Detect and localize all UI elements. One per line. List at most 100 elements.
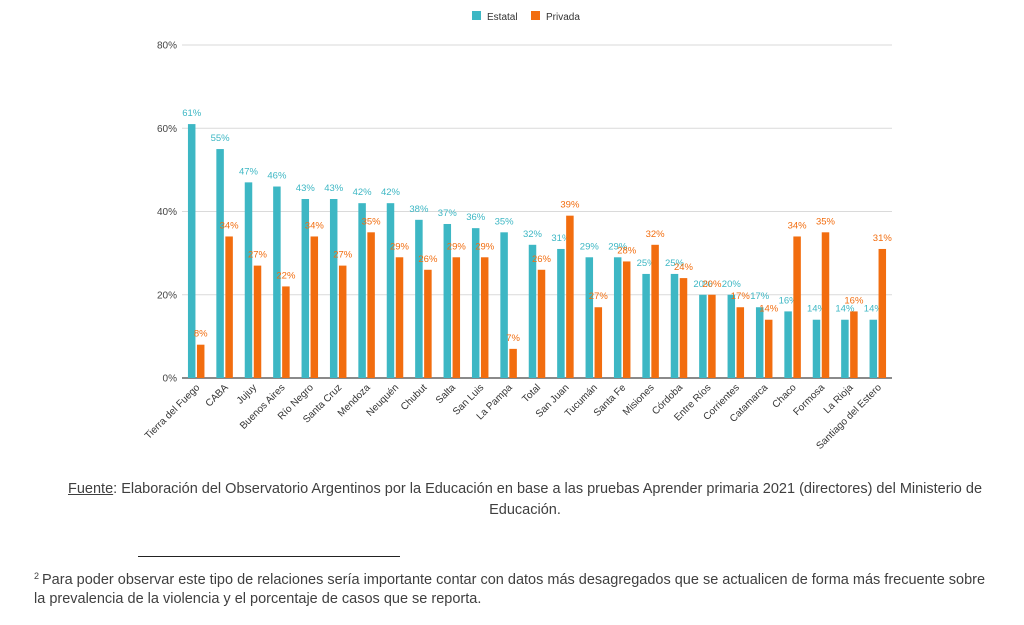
bar: [699, 294, 707, 378]
bar: [424, 269, 432, 378]
data-label: 46%: [267, 171, 287, 182]
x-tick-label: CABA: [204, 382, 231, 409]
bar: [651, 244, 659, 378]
bar: [642, 273, 650, 378]
x-tick-label: Tierra del Fuego: [143, 382, 203, 442]
data-label: 25%: [665, 258, 685, 269]
data-label: 31%: [873, 233, 893, 244]
data-label: 26%: [418, 254, 438, 265]
bar: [784, 311, 792, 378]
x-tick-label: Total: [520, 382, 543, 405]
data-label: 20%: [702, 279, 722, 290]
source-text: : Elaboración del Observatorio Argentino…: [113, 481, 983, 518]
data-label: 38%: [409, 204, 429, 215]
data-label: 32%: [523, 229, 543, 240]
bar: [528, 244, 537, 378]
x-tick-label: Misiones: [621, 382, 657, 418]
bar: [869, 319, 878, 378]
data-label: 17%: [750, 291, 770, 302]
bar: [727, 294, 736, 378]
data-label: 43%: [296, 183, 316, 194]
bar: [329, 199, 338, 378]
data-label: 34%: [788, 220, 808, 231]
bar: [679, 278, 688, 378]
bar-chart: 0% 20% 40% 60% 80% Estatal Privada 61% 8% Tierra …: [143, 11, 893, 452]
data-label: 32%: [646, 229, 666, 240]
data-label: 29%: [475, 241, 495, 252]
data-label: 35%: [362, 216, 382, 227]
x-tick-label: Jujuy: [235, 382, 259, 406]
bar: [841, 319, 849, 378]
data-label: 14%: [759, 304, 779, 315]
bar: [310, 236, 319, 378]
bar: [395, 257, 404, 378]
bar: [594, 307, 603, 378]
data-label: 35%: [495, 216, 515, 227]
legend-label: Estatal: [487, 12, 518, 23]
data-label: 27%: [333, 250, 353, 261]
data-label: 29%: [580, 241, 600, 252]
bar: [850, 311, 858, 378]
bar: [566, 215, 574, 378]
bar: [613, 257, 622, 378]
bar: [282, 286, 290, 378]
y-tick-label: 80%: [157, 41, 177, 52]
data-label: 25%: [637, 258, 657, 269]
data-label: 29%: [608, 241, 628, 252]
bar: [670, 273, 679, 378]
bar: [225, 236, 233, 378]
data-label: 17%: [731, 291, 751, 302]
y-tick-label: 60%: [157, 124, 177, 135]
bar: [386, 203, 395, 378]
bar: [480, 257, 489, 378]
data-label: 8%: [194, 329, 208, 340]
bar: [585, 257, 594, 378]
data-label: 7%: [506, 333, 520, 344]
data-label: 14%: [864, 304, 884, 315]
data-label: 14%: [835, 304, 855, 315]
y-tick-label: 0%: [163, 374, 178, 385]
bar: [301, 199, 310, 378]
bar: [244, 182, 253, 378]
data-label: 42%: [381, 187, 401, 198]
data-label: 29%: [447, 241, 467, 252]
data-label: 14%: [807, 304, 827, 315]
footnote-text: Para poder observar este tipo de relacio…: [34, 572, 986, 607]
bar: [622, 261, 631, 378]
bar: [415, 219, 423, 378]
data-label: 26%: [532, 254, 552, 265]
bar: [764, 319, 773, 378]
bar: [471, 228, 480, 378]
legend-swatch: [531, 11, 540, 20]
data-label: 61%: [182, 108, 202, 119]
data-label: 31%: [551, 233, 571, 244]
x-tick-label: Chubut: [399, 382, 430, 413]
data-label: 35%: [816, 216, 836, 227]
y-tick-label: 40%: [157, 207, 177, 218]
y-tick-label: 20%: [157, 290, 177, 301]
bar: [367, 232, 375, 378]
data-label: 16%: [779, 295, 799, 306]
bar: [196, 344, 205, 378]
data-label: 37%: [438, 208, 458, 219]
bar: [273, 186, 281, 378]
bar: [443, 223, 452, 378]
bar: [755, 307, 764, 378]
source-label: Fuente: [67, 481, 114, 497]
data-label: 16%: [844, 295, 864, 306]
footnote-number: 2: [34, 571, 40, 581]
bar: [358, 203, 366, 378]
bar: [812, 319, 821, 378]
data-label: 43%: [324, 183, 344, 194]
bar: [708, 294, 716, 378]
data-label: 34%: [220, 220, 240, 231]
bar: [537, 269, 546, 378]
legend-label: Privada: [546, 12, 580, 23]
data-label: 34%: [305, 220, 325, 231]
data-label: 39%: [560, 200, 580, 211]
data-label: 27%: [248, 250, 268, 261]
data-label: 28%: [617, 245, 637, 256]
bar: [338, 265, 347, 378]
data-label: 29%: [390, 241, 410, 252]
bar: [793, 236, 801, 378]
